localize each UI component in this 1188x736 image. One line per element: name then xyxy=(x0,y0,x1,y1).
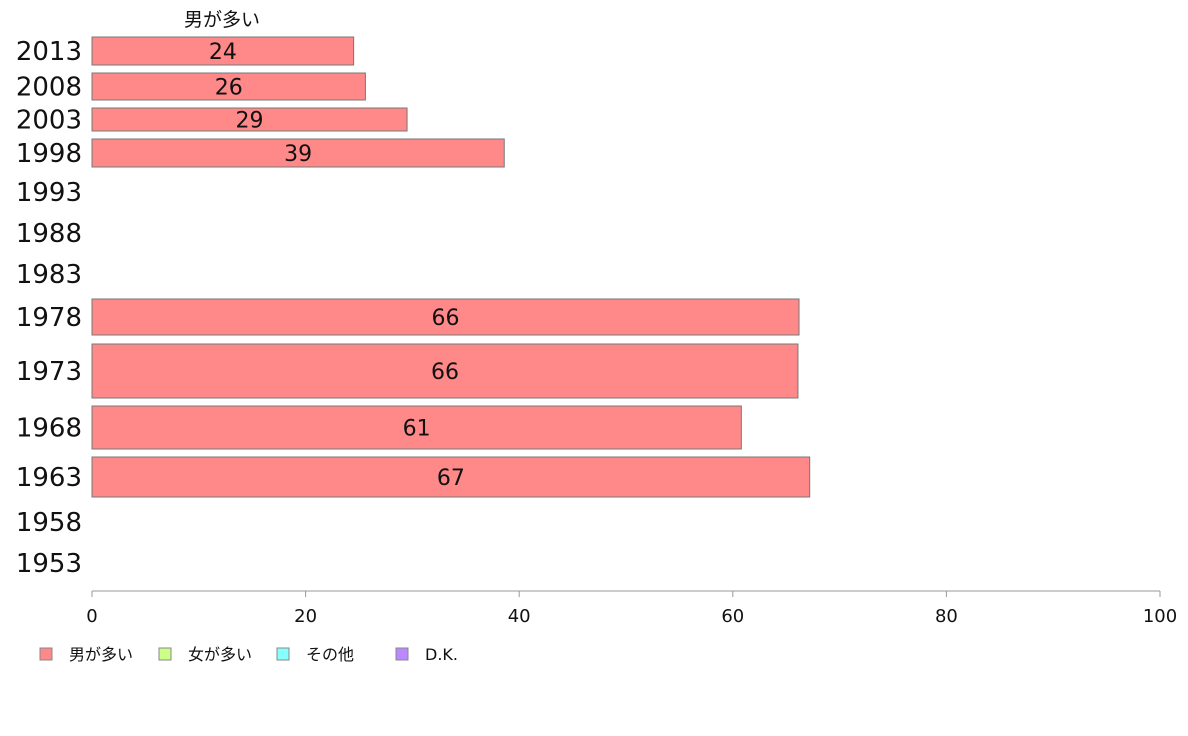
bar-value-label: 29 xyxy=(236,109,264,134)
x-tick-label: 40 xyxy=(508,606,531,627)
year-label: 1963 xyxy=(16,463,82,493)
year-label: 1998 xyxy=(16,139,82,169)
year-label: 1953 xyxy=(16,549,82,579)
year-label: 1958 xyxy=(16,508,82,538)
year-label: 1973 xyxy=(16,357,82,387)
bar xyxy=(91,138,505,168)
x-tick-label: 60 xyxy=(721,606,744,627)
legend-swatch xyxy=(39,647,53,661)
year-label: 2008 xyxy=(16,73,82,103)
year-label: 1988 xyxy=(16,219,82,249)
bar xyxy=(91,298,800,336)
bar xyxy=(91,343,799,399)
year-label: 1978 xyxy=(16,303,82,333)
bar xyxy=(91,72,366,101)
year-label: 1983 xyxy=(16,260,82,290)
bar xyxy=(91,36,355,66)
year-label: 1993 xyxy=(16,178,82,208)
legend-label: D.K. xyxy=(425,645,458,664)
bar xyxy=(91,456,811,498)
bar-value-label: 26 xyxy=(215,76,243,101)
legend-label: 女が多い xyxy=(188,645,252,664)
x-tick-label: 80 xyxy=(935,606,958,627)
bar xyxy=(91,107,408,132)
year-label: 2003 xyxy=(16,106,82,136)
legend: 男が多い 女が多い その他 D.K. xyxy=(39,645,458,664)
legend-swatch xyxy=(276,647,290,661)
x-tick-label: 20 xyxy=(294,606,317,627)
x-ticks-layer: 0 20 40 60 80 100 xyxy=(86,591,1177,627)
bar-value-label: 24 xyxy=(209,40,237,65)
bars-layer xyxy=(91,36,811,498)
bar-value-label: 66 xyxy=(432,306,460,331)
bar-value-label: 61 xyxy=(403,417,431,442)
bar-value-label: 39 xyxy=(284,142,312,167)
year-label: 1968 xyxy=(16,414,82,444)
bar-value-label: 66 xyxy=(431,360,459,385)
x-tick-label: 100 xyxy=(1143,606,1177,627)
legend-swatch xyxy=(395,647,409,661)
legend-swatch xyxy=(158,647,172,661)
legend-label: その他 xyxy=(306,645,354,664)
top-series-label: 男が多い xyxy=(184,9,260,31)
bar-value-label: 67 xyxy=(437,466,465,491)
legend-label: 男が多い xyxy=(69,645,133,664)
year-label: 2013 xyxy=(16,37,82,67)
x-tick-label: 0 xyxy=(86,606,97,627)
bar xyxy=(91,405,742,450)
